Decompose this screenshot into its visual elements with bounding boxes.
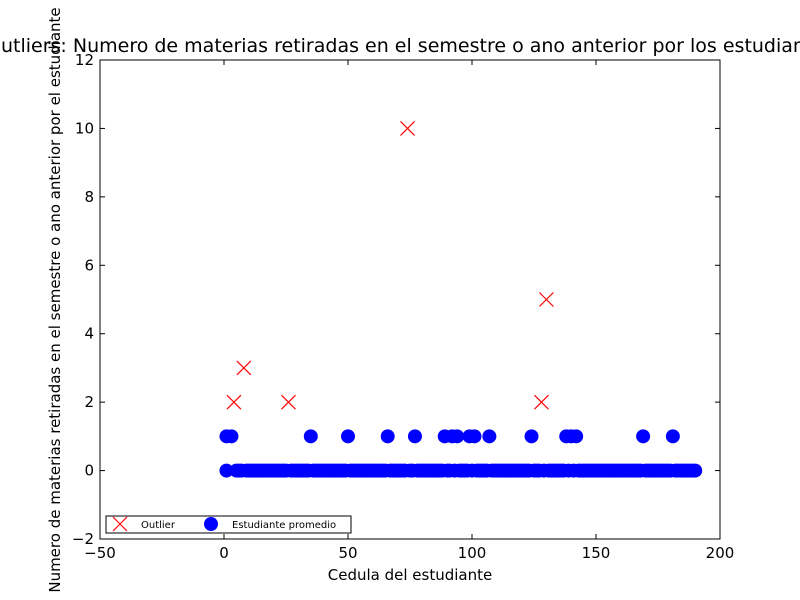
x-tick-label: 100 xyxy=(458,544,487,562)
y-tick-label: 2 xyxy=(84,393,94,411)
legend-marker-outlier xyxy=(112,516,128,532)
point-outlier xyxy=(281,394,296,410)
point-estudiante-promedio xyxy=(303,429,318,444)
y-tick-label: 12 xyxy=(75,51,94,69)
point-estudiante-promedio xyxy=(380,429,395,444)
chart-title: Outliers: Numero de materias retiradas e… xyxy=(0,35,800,57)
point-estudiante-promedio xyxy=(665,429,680,444)
axis-ticks: −50 0 50 100 150 200 −2 0 2 4 6 8 10 12 xyxy=(72,51,734,562)
point-estudiante-promedio xyxy=(341,429,355,444)
x-tick-label: 200 xyxy=(706,544,735,562)
point-estudiante-promedio xyxy=(569,429,584,444)
y-tick-label: −2 xyxy=(72,530,94,548)
y-tick-label: 0 xyxy=(84,462,94,480)
point-estudiante-promedio xyxy=(219,463,234,478)
point-outlier xyxy=(236,360,252,376)
y-tick-label: 4 xyxy=(84,325,94,343)
y-tick-label: 6 xyxy=(84,256,94,274)
point-estudiante-promedio xyxy=(450,429,465,444)
point-estudiante-promedio xyxy=(524,429,539,444)
y-axis-label: Numero de materias retiradas en el semes… xyxy=(46,7,64,592)
point-estudiante-promedio xyxy=(482,429,497,444)
point-estudiante-promedio xyxy=(407,429,422,444)
legend-label-outlier: Outlier xyxy=(141,520,176,531)
y-tick-label: 10 xyxy=(75,119,94,137)
legend: Outlier Estudiante promedio xyxy=(105,515,352,534)
point-outlier xyxy=(226,394,242,410)
legend-label-estudiante-promedio: Estudiante promedio xyxy=(232,520,336,531)
x-tick-label: 50 xyxy=(338,544,357,562)
point-outlier xyxy=(400,121,415,136)
point-estudiante-promedio xyxy=(467,429,482,444)
point-estudiante-promedio xyxy=(688,463,703,478)
point-estudiante-promedio xyxy=(224,429,239,444)
plot-frame xyxy=(99,59,721,540)
data-marks xyxy=(219,121,703,478)
legend-marker-estudiante-promedio xyxy=(204,517,218,531)
x-tick-label: −50 xyxy=(84,544,116,562)
x-tick-label: 150 xyxy=(582,544,611,562)
point-outlier xyxy=(534,394,549,410)
point-outlier xyxy=(538,292,554,307)
legend-box xyxy=(105,515,352,534)
y-tick-label: 8 xyxy=(84,188,94,206)
x-axis-label: Cedula del estudiante xyxy=(328,566,492,584)
x-tick-label: 0 xyxy=(219,544,229,562)
point-estudiante-promedio xyxy=(636,429,651,444)
